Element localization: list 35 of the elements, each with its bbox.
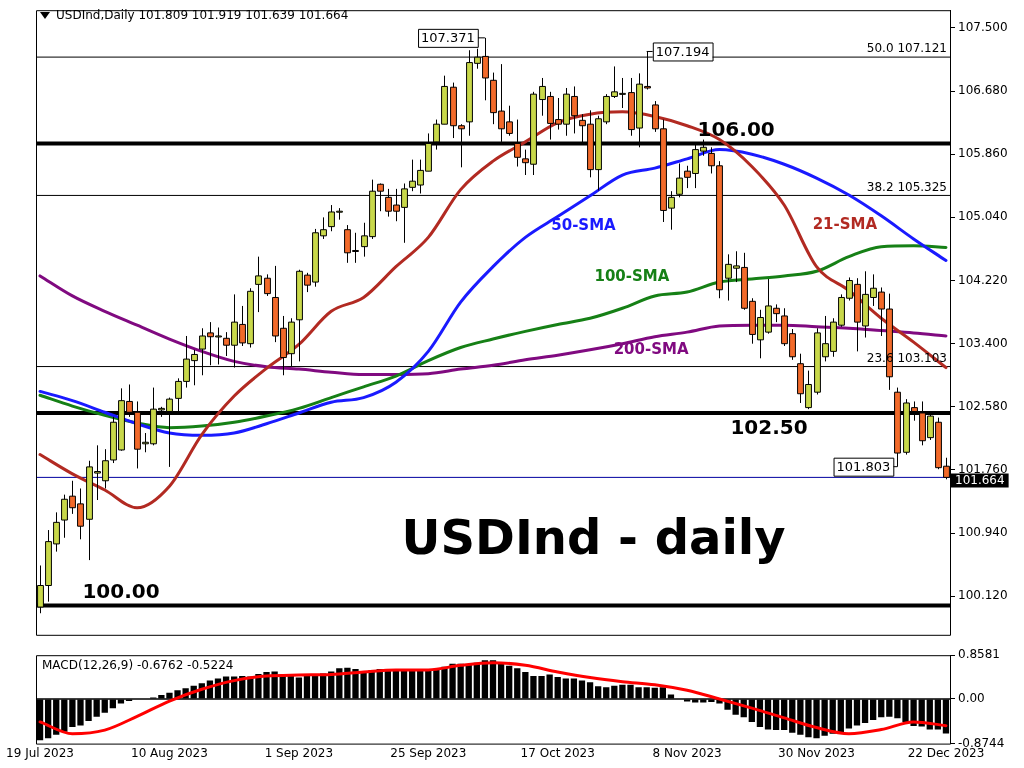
series-label: 100-SMA [594,267,670,286]
ref-line-label: 100.00 [82,578,160,603]
y-tick-label: 0.8581 [958,647,1000,662]
ref-line-label: 102.50 [730,415,808,440]
y-tick-label: 105.860 [958,146,1008,161]
annotation: 107.194 [655,43,710,59]
x-tick-label: 1 Sep 2023 [264,745,334,760]
chart-subtitle: USDInd,Daily 101.809 101.919 101.639 101.664 [56,8,349,22]
y-tick-label: 105.040 [958,209,1008,224]
series-label: 21-SMA [812,214,878,233]
x-tick-label: 8 Nov 2023 [652,745,722,760]
ref-line-label: 101.664 [955,472,1005,487]
ref-line-label: 50.0 107.121 [866,41,947,56]
series-label: 200-SMA [613,340,689,359]
x-tick-label: 25 Sep 2023 [390,745,467,760]
annotation: 101.803 [836,459,891,475]
x-tick-label: 19 Jul 2023 [6,745,75,760]
x-tick-label: 10 Aug 2023 [131,745,208,760]
chart-title: MACD(12,26,9) -0.6762 -0.5224 [42,658,234,673]
y-tick-label: 102.580 [958,398,1008,413]
series-label: 50-SMA [551,215,617,234]
x-tick-label: 22 Dec 2023 [907,745,985,760]
annotation: 107.371 [421,30,475,46]
y-tick-label: 103.400 [958,335,1008,350]
ref-line-label: 38.2 105.325 [866,179,947,194]
y-tick-label: 0.00 [958,691,985,706]
ref-line-label: 106.00 [697,116,775,141]
y-tick-label: 104.220 [958,272,1008,287]
y-tick-label: 100.120 [958,588,1008,603]
text: USDInd - daily [401,508,786,565]
y-tick-label: 107.500 [958,20,1008,35]
x-tick-label: 30 Nov 2023 [778,745,855,760]
x-tick-label: 17 Oct 2023 [520,745,595,760]
y-tick-label: 106.680 [958,83,1008,98]
y-tick-label: 100.940 [958,525,1008,540]
